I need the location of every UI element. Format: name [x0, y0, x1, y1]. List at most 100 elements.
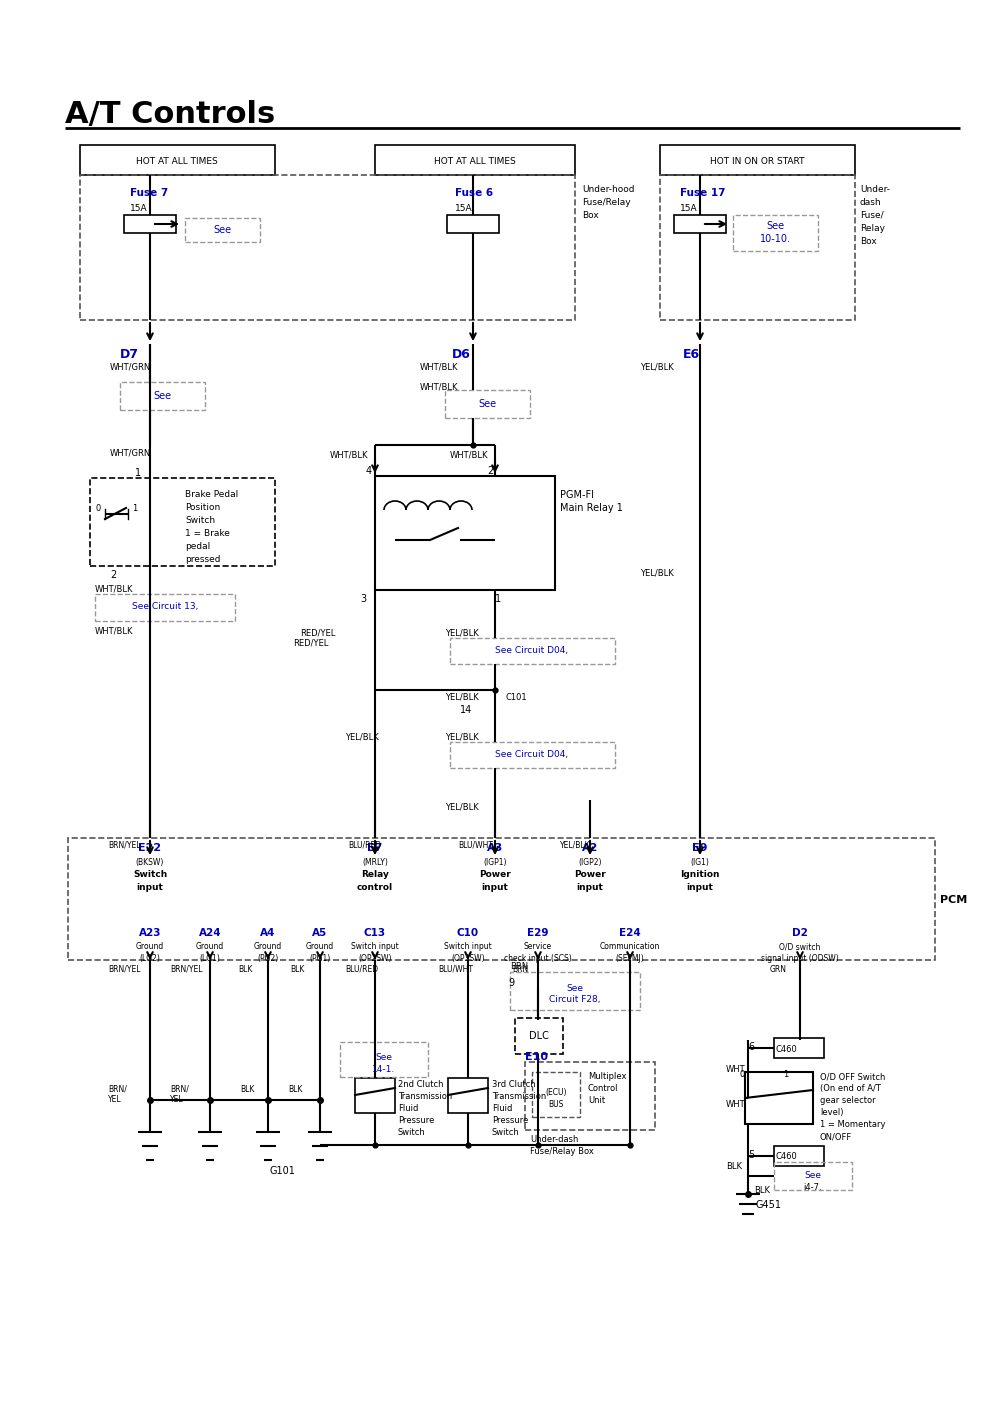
Bar	[733, 215, 818, 252]
Text: Fuse 7: Fuse 7	[130, 188, 168, 198]
Text: See: See	[153, 392, 171, 402]
Text: 5: 5	[748, 1150, 754, 1159]
Text: WHT/GRN: WHT/GRN	[110, 362, 151, 370]
Text: WHT/GRN: WHT/GRN	[110, 448, 151, 457]
Text: D2: D2	[792, 928, 808, 937]
Text: BUS: BUS	[548, 1100, 564, 1109]
Text: 1 = Brake: 1 = Brake	[185, 529, 230, 537]
Text: input: input	[137, 882, 163, 892]
Text: Switch: Switch	[185, 516, 215, 525]
Text: A2: A2	[582, 843, 598, 853]
Text: Switch: Switch	[133, 870, 167, 880]
Text: 2: 2	[487, 467, 493, 477]
Text: Position: Position	[185, 503, 220, 512]
Text: 0: 0	[96, 503, 101, 513]
Text: G101: G101	[270, 1167, 296, 1176]
Bar	[340, 1042, 428, 1077]
Text: C460: C460	[776, 1152, 798, 1161]
Text: See: See	[766, 221, 784, 230]
Text: YEL/BLK: YEL/BLK	[640, 568, 674, 577]
Text: See: See	[376, 1052, 392, 1062]
Text: 1: 1	[135, 468, 141, 478]
Text: See: See	[566, 984, 584, 993]
Text: 15A: 15A	[455, 204, 473, 214]
Text: BLK: BLK	[238, 964, 252, 974]
Bar	[515, 1018, 563, 1053]
Text: Fluid: Fluid	[492, 1104, 512, 1113]
Text: WHT: WHT	[726, 1065, 746, 1075]
Text: 14: 14	[460, 706, 472, 715]
Text: BRN: BRN	[510, 962, 528, 971]
Bar	[660, 146, 855, 175]
Text: pedal: pedal	[185, 542, 210, 551]
Text: Multiplex: Multiplex	[588, 1072, 626, 1080]
Text: Brake Pedal: Brake Pedal	[185, 491, 238, 499]
Text: (LG1): (LG1)	[200, 954, 220, 963]
Text: WHT/BLK: WHT/BLK	[330, 450, 368, 460]
Text: See Circuit 13,: See Circuit 13,	[132, 602, 198, 611]
Text: Switch input: Switch input	[444, 942, 492, 952]
Text: BRN/: BRN/	[108, 1085, 127, 1094]
Text: 1 = Momentary: 1 = Momentary	[820, 1120, 886, 1128]
Text: Fuse/Relay Box: Fuse/Relay Box	[530, 1147, 594, 1157]
Text: Communication: Communication	[600, 942, 660, 952]
Bar	[375, 146, 575, 175]
Text: i4-7.: i4-7.	[804, 1184, 822, 1192]
Text: Fluid: Fluid	[398, 1104, 418, 1113]
Text: Switch: Switch	[492, 1128, 520, 1137]
Bar	[185, 218, 260, 242]
Text: C101: C101	[505, 693, 527, 701]
Text: 10-10.: 10-10.	[760, 233, 790, 245]
Text: level): level)	[820, 1109, 844, 1117]
Bar	[68, 839, 935, 960]
Text: Relay: Relay	[361, 870, 389, 880]
Text: 2: 2	[110, 570, 116, 580]
Text: YEL/BLK: YEL/BLK	[445, 693, 479, 701]
Text: Main Relay 1: Main Relay 1	[560, 503, 623, 513]
Text: 3rd Clutch: 3rd Clutch	[492, 1080, 536, 1089]
Text: 3: 3	[360, 594, 366, 604]
Text: 14-1.: 14-1.	[372, 1065, 396, 1073]
Text: Fuse 6: Fuse 6	[455, 188, 493, 198]
Text: Circuit F28,: Circuit F28,	[549, 995, 601, 1004]
Text: E24: E24	[619, 928, 641, 937]
Text: 2nd Clutch: 2nd Clutch	[398, 1080, 444, 1089]
Text: G451: G451	[756, 1200, 782, 1210]
Text: A24: A24	[199, 928, 221, 937]
Text: C13: C13	[364, 928, 386, 937]
Text: WHT/BLK: WHT/BLK	[450, 450, 488, 460]
Text: input: input	[577, 882, 603, 892]
Text: (PG2): (PG2)	[257, 954, 279, 963]
Text: Transmission: Transmission	[492, 1092, 546, 1102]
Text: (MRLY): (MRLY)	[362, 858, 388, 867]
Text: PGM-FI: PGM-FI	[560, 491, 594, 501]
Text: See: See	[213, 225, 231, 235]
Text: Switch: Switch	[398, 1128, 426, 1137]
Text: Transmission: Transmission	[398, 1092, 452, 1102]
Text: BLU/WHT: BLU/WHT	[438, 964, 473, 974]
Text: A3: A3	[487, 843, 503, 853]
Text: (OP3SW): (OP3SW)	[451, 954, 485, 963]
Text: Power: Power	[574, 870, 606, 880]
Bar	[774, 1038, 824, 1058]
Bar	[448, 1077, 488, 1113]
Text: D6: D6	[452, 348, 471, 361]
Text: Fuse/: Fuse/	[860, 211, 884, 221]
Text: D7: D7	[120, 348, 139, 361]
Bar	[80, 146, 275, 175]
Text: 15A: 15A	[130, 204, 148, 214]
Text: PCM: PCM	[940, 895, 967, 905]
Text: WHT/BLK: WHT/BLK	[95, 626, 134, 635]
Text: BLK: BLK	[726, 1162, 742, 1171]
Text: YEL/BLK: YEL/BLK	[560, 840, 591, 848]
Bar	[445, 390, 530, 419]
Text: Power: Power	[479, 870, 511, 880]
Bar	[525, 1062, 655, 1130]
Text: RED/YEL: RED/YEL	[293, 638, 328, 648]
Text: HOT AT ALL TIMES: HOT AT ALL TIMES	[136, 157, 218, 167]
Text: E9: E9	[692, 843, 708, 853]
Bar	[450, 638, 615, 665]
Bar	[774, 1162, 852, 1191]
Bar	[124, 215, 176, 233]
Bar	[532, 1072, 580, 1117]
